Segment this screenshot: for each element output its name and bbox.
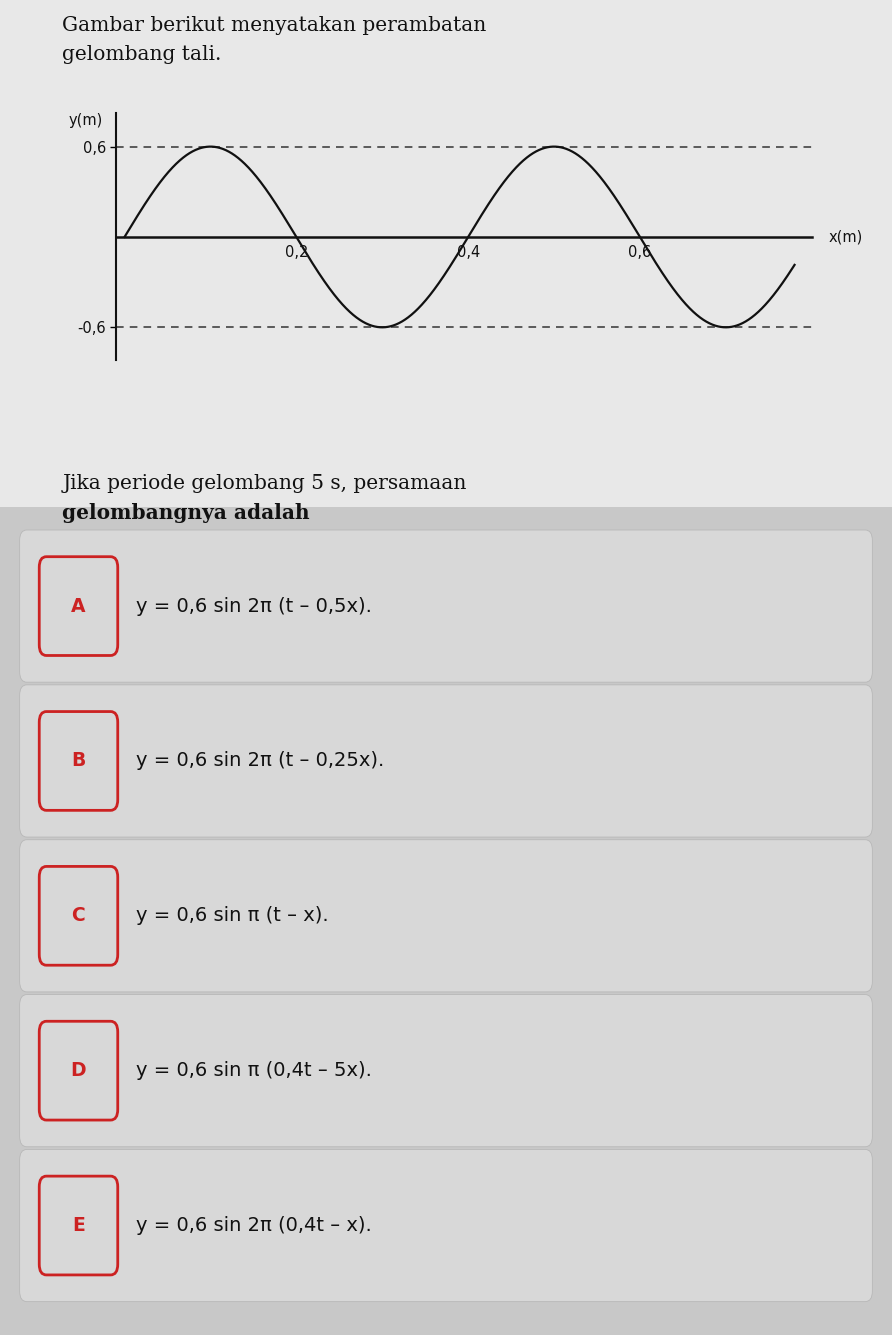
FancyBboxPatch shape bbox=[20, 995, 872, 1147]
Text: y = 0,6 sin π (t – x).: y = 0,6 sin π (t – x). bbox=[136, 906, 328, 925]
FancyBboxPatch shape bbox=[39, 866, 118, 965]
FancyBboxPatch shape bbox=[20, 1149, 872, 1302]
FancyBboxPatch shape bbox=[39, 557, 118, 655]
FancyBboxPatch shape bbox=[39, 712, 118, 810]
Text: gelombang tali.: gelombang tali. bbox=[62, 45, 222, 64]
Text: y = 0,6 sin 2π (0,4t – x).: y = 0,6 sin 2π (0,4t – x). bbox=[136, 1216, 371, 1235]
FancyBboxPatch shape bbox=[39, 1176, 118, 1275]
Text: D: D bbox=[70, 1061, 87, 1080]
Text: E: E bbox=[72, 1216, 85, 1235]
Text: B: B bbox=[71, 752, 86, 770]
Text: Gambar berikut menyatakan perambatan: Gambar berikut menyatakan perambatan bbox=[62, 16, 487, 35]
Text: y = 0,6 sin 2π (t – 0,25x).: y = 0,6 sin 2π (t – 0,25x). bbox=[136, 752, 384, 770]
Text: y = 0,6 sin 2π (t – 0,5x).: y = 0,6 sin 2π (t – 0,5x). bbox=[136, 597, 371, 615]
FancyBboxPatch shape bbox=[39, 1021, 118, 1120]
Text: y(m): y(m) bbox=[69, 113, 103, 128]
FancyBboxPatch shape bbox=[20, 685, 872, 837]
Text: C: C bbox=[71, 906, 86, 925]
FancyBboxPatch shape bbox=[20, 530, 872, 682]
Text: A: A bbox=[71, 597, 86, 615]
Text: x(m): x(m) bbox=[829, 230, 863, 244]
FancyBboxPatch shape bbox=[20, 840, 872, 992]
Text: Jika periode gelombang 5 s, persamaan: Jika periode gelombang 5 s, persamaan bbox=[62, 474, 467, 493]
Text: gelombangnya adalah: gelombangnya adalah bbox=[62, 503, 310, 523]
FancyBboxPatch shape bbox=[0, 0, 892, 507]
Text: y = 0,6 sin π (0,4t – 5x).: y = 0,6 sin π (0,4t – 5x). bbox=[136, 1061, 371, 1080]
